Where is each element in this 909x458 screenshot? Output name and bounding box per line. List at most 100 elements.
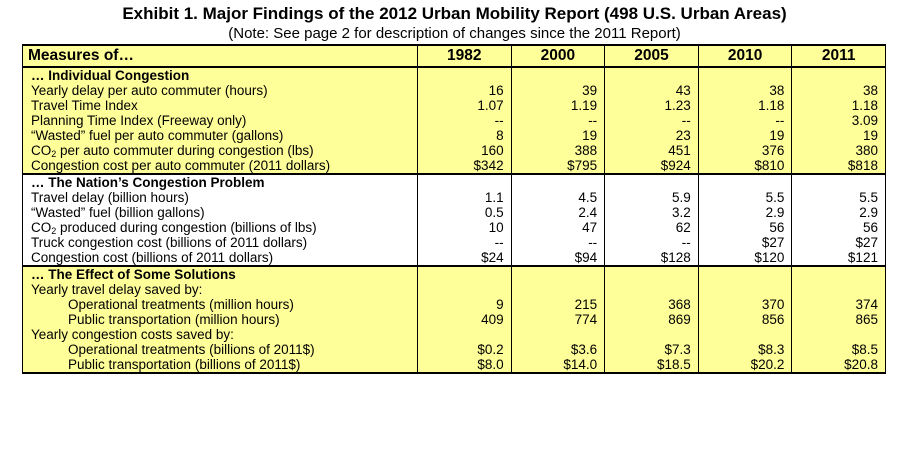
value-cell: 38 [791, 83, 886, 98]
value-cell: 380 [791, 143, 886, 158]
row-label-text: CO [31, 220, 52, 235]
findings-table: Measures of… 1982 2000 2005 2010 2011 … … [22, 44, 886, 374]
table-row: Truck congestion cost (billions of 2011 … [22, 235, 886, 250]
value-cell: 2.4 [510, 205, 605, 220]
value-cell: -- [417, 113, 512, 128]
empty-cell [510, 265, 605, 282]
value-cell: 774 [510, 312, 605, 327]
value-cell: 3.2 [604, 205, 699, 220]
value-cell: 1.18 [791, 98, 886, 113]
row-label: Public transportation (billions of 2011$… [22, 357, 418, 374]
value-cell: 856 [697, 312, 792, 327]
header-measures: Measures of… [22, 44, 418, 68]
value-cell: $810 [697, 158, 792, 174]
value-cell [697, 282, 792, 297]
row-label-text: per auto commuter during congestion (lbs… [56, 143, 314, 158]
value-cell: $8.3 [697, 342, 792, 357]
value-cell: $20.2 [697, 357, 792, 374]
value-cell: 62 [604, 220, 699, 235]
section-title: … Individual Congestion [22, 67, 418, 83]
empty-cell [697, 67, 792, 83]
value-cell: $8.5 [791, 342, 886, 357]
empty-cell [417, 265, 512, 282]
row-label: Congestion cost (billions of 2011 dollar… [22, 250, 418, 266]
section-header-row: … Individual Congestion [22, 67, 886, 83]
table-row: Yearly travel delay saved by: [22, 282, 886, 297]
table-row: Operational treatments (million hours) 9 2… [22, 297, 886, 312]
section-header-row: … The Nation’s Congestion Problem [22, 173, 886, 190]
value-cell: 3.09 [791, 113, 886, 128]
empty-cell [604, 67, 699, 83]
value-cell: 43 [604, 83, 699, 98]
exhibit-note: (Note: See page 2 for description of cha… [228, 25, 681, 42]
value-cell: 409 [417, 312, 512, 327]
value-cell: $27 [791, 235, 886, 250]
value-cell: 388 [510, 143, 605, 158]
value-cell [697, 327, 792, 342]
row-label: Travel Time Index [22, 98, 418, 113]
row-label: “Wasted” fuel (billion gallons) [22, 205, 418, 220]
table-row: Public transportation (million hours) 409… [22, 312, 886, 327]
row-label: Congestion cost per auto commuter (2011 … [22, 158, 418, 174]
value-cell: $14.0 [510, 357, 605, 374]
header-year: 1982 [417, 44, 512, 68]
value-cell: 865 [791, 312, 886, 327]
header-year: 2005 [604, 44, 699, 68]
value-cell: $795 [510, 158, 605, 174]
value-cell: -- [604, 235, 699, 250]
value-cell [791, 282, 886, 297]
empty-cell [604, 173, 699, 190]
table-row: Yearly delay per auto commuter (hours) 16… [22, 83, 886, 98]
empty-cell [510, 173, 605, 190]
row-label: Yearly delay per auto commuter (hours) [22, 83, 418, 98]
row-label: Operational treatments (billions of 2011… [22, 342, 418, 357]
value-cell: 374 [791, 297, 886, 312]
value-cell: 47 [510, 220, 605, 235]
table-row: CO2 per auto commuter during congestion … [22, 143, 886, 159]
value-cell: $3.6 [510, 342, 605, 357]
value-cell: 56 [791, 220, 886, 235]
value-cell: $121 [791, 250, 886, 266]
value-cell: $20.8 [791, 357, 886, 374]
value-cell: 9 [417, 297, 512, 312]
table-row: Yearly congestion costs saved by: [22, 327, 886, 342]
value-cell: $7.3 [604, 342, 699, 357]
row-label: Public transportation (million hours) [22, 312, 418, 327]
value-cell: 451 [604, 143, 699, 158]
value-cell: 4.5 [510, 190, 605, 205]
value-cell: 23 [604, 128, 699, 143]
empty-cell [417, 173, 512, 190]
value-cell: 1.07 [417, 98, 512, 113]
row-label-subscript: 2 [51, 226, 57, 236]
value-cell: 39 [510, 83, 605, 98]
value-cell: 376 [697, 143, 792, 158]
table-row: Planning Time Index (Freeway only) -- -- --… [22, 113, 886, 128]
value-cell: $94 [510, 250, 605, 266]
row-label-subscript: 2 [51, 149, 57, 159]
table-row: Travel Time Index 1.07 1.19 1.23 1.18 1.18 [22, 98, 886, 113]
exhibit-title: Exhibit 1. Major Findings of the 2012 Ur… [122, 4, 787, 23]
empty-cell [697, 265, 792, 282]
value-cell: $818 [791, 158, 886, 174]
value-cell: $8.0 [417, 357, 512, 374]
value-cell: 10 [417, 220, 512, 235]
value-cell [510, 282, 605, 297]
value-cell: 8 [417, 128, 512, 143]
row-label: Yearly travel delay saved by: [22, 282, 418, 297]
value-cell: 1.1 [417, 190, 512, 205]
table-row: “Wasted” fuel (billion gallons) 0.5 2.4 3.2… [22, 205, 886, 220]
value-cell [604, 282, 699, 297]
value-cell: $0.2 [417, 342, 512, 357]
section-title: … The Nation’s Congestion Problem [22, 173, 418, 190]
row-label: “Wasted” fuel per auto commuter (gallons… [22, 128, 418, 143]
row-label: Operational treatments (million hours) [22, 297, 418, 312]
row-label: Yearly congestion costs saved by: [22, 327, 418, 342]
empty-cell [697, 173, 792, 190]
row-label: Truck congestion cost (billions of 2011 … [22, 235, 418, 250]
row-label: Travel delay (billion hours) [22, 190, 418, 205]
value-cell: 16 [417, 83, 512, 98]
value-cell [417, 282, 512, 297]
value-cell: 368 [604, 297, 699, 312]
row-label: Planning Time Index (Freeway only) [22, 113, 418, 128]
